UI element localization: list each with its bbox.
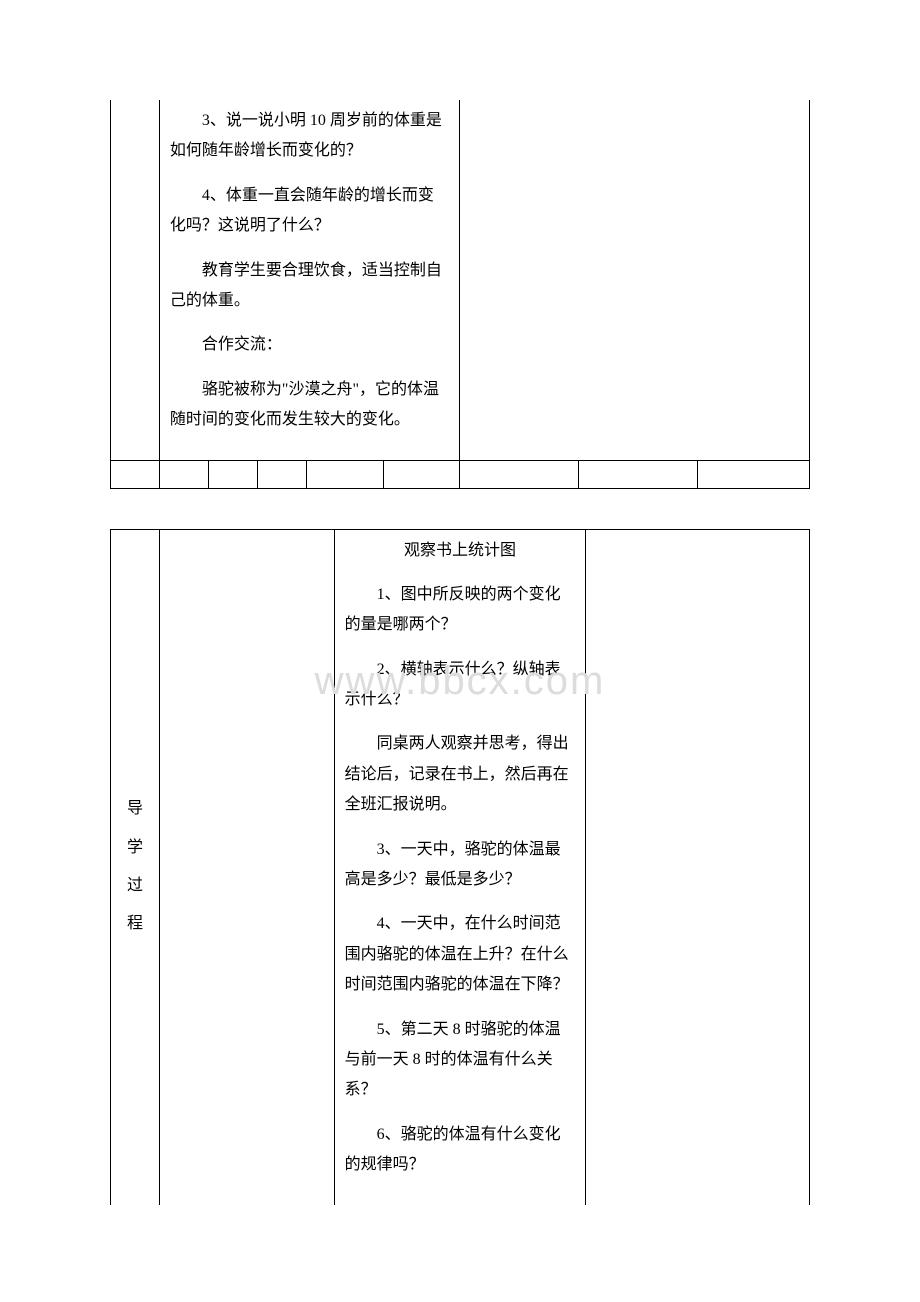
t1-e8 <box>579 460 698 488</box>
table-1-content-block: 3、说一说小明 10 周岁前的体重是如何随年龄增长而变化的？ 4、体重一直会随年… <box>160 100 460 460</box>
label-line-4: 程 <box>111 905 159 943</box>
document-page: 3、说一说小明 10 周岁前的体重是如何随年龄增长而变化的？ 4、体重一直会随年… <box>0 0 920 1265</box>
table-1-row-main: 3、说一说小明 10 周岁前的体重是如何随年龄增长而变化的？ 4、体重一直会随年… <box>111 100 810 460</box>
t1-e2 <box>159 460 208 488</box>
t1-e7 <box>460 460 579 488</box>
table-2-label-cell: 导 学 过 程 <box>111 529 160 1205</box>
t1-e1 <box>111 460 160 488</box>
table-1-cell-right <box>460 100 810 460</box>
table-2-cell-content: 观察书上统计图 1、图中所反映的两个变化的量是哪两个？ 2、横轴表示什么？纵轴表… <box>334 529 586 1205</box>
table-1-row-empty <box>111 460 810 488</box>
table-1: 3、说一说小明 10 周岁前的体重是如何随年龄增长而变化的？ 4、体重一直会随年… <box>110 100 810 489</box>
table-1-cell-content: 3、说一说小明 10 周岁前的体重是如何随年龄增长而变化的？ 4、体重一直会随年… <box>159 100 460 460</box>
t2-p7: 6、骆驼的体温有什么变化的规律吗？ <box>345 1120 576 1181</box>
t1-p4: 合作交流： <box>170 330 450 360</box>
t1-p5: 骆驼被称为"沙漠之舟"，它的体温随时间的变化而发生较大的变化。 <box>170 375 450 436</box>
label-line-1: 导 <box>111 790 159 828</box>
t2-p3: 同桌两人观察并思考，得出结论后，记录在书上，然后再在全班汇报说明。 <box>345 729 576 820</box>
t1-e9 <box>698 460 810 488</box>
t1-e3 <box>208 460 257 488</box>
t1-e4 <box>257 460 306 488</box>
t2-p1: 1、图中所反映的两个变化的量是哪两个？ <box>345 580 576 641</box>
t2-p6: 5、第二天 8 时骆驼的体温与前一天 8 时的体温有什么关系？ <box>345 1015 576 1106</box>
t1-p3: 教育学生要合理饮食，适当控制自己的体重。 <box>170 256 450 317</box>
label-line-2: 学 <box>111 829 159 867</box>
t2-p2: 2、横轴表示什么？纵轴表示什么？ <box>345 655 576 716</box>
t1-p2: 4、体重一直会随年龄的增长而变化吗？这说明了什么？ <box>170 181 450 242</box>
t1-p1: 3、说一说小明 10 周岁前的体重是如何随年龄增长而变化的？ <box>170 106 450 167</box>
t1-e6 <box>383 460 460 488</box>
table-2-cell-blank <box>159 529 334 1205</box>
table-2-row: 导 学 过 程 观察书上统计图 1、图中所反映的两个变化的量是哪两个？ 2、横轴… <box>111 529 810 1205</box>
t2-p0: 观察书上统计图 <box>345 536 576 566</box>
table-1-cell-left <box>111 100 160 460</box>
table-2-wrapper: www.bbcx.com 导 学 过 程 观察书上统计图 1、图中所反映的两个变… <box>110 529 810 1205</box>
table-2: 导 学 过 程 观察书上统计图 1、图中所反映的两个变化的量是哪两个？ 2、横轴… <box>110 529 810 1205</box>
table-gap <box>110 489 810 529</box>
t1-e5 <box>306 460 383 488</box>
table-2-content-block: 观察书上统计图 1、图中所反映的两个变化的量是哪两个？ 2、横轴表示什么？纵轴表… <box>335 530 586 1205</box>
label-line-3: 过 <box>111 867 159 905</box>
t2-p4: 3、一天中，骆驼的体温最高是多少？最低是多少？ <box>345 835 576 896</box>
t2-p5: 4、一天中，在什么时间范围内骆驼的体温在上升？在什么时间范围内骆驼的体温在下降？ <box>345 909 576 1000</box>
table-1-wrapper: 3、说一说小明 10 周岁前的体重是如何随年龄增长而变化的？ 4、体重一直会随年… <box>110 100 810 489</box>
table-2-cell-right <box>586 529 810 1205</box>
